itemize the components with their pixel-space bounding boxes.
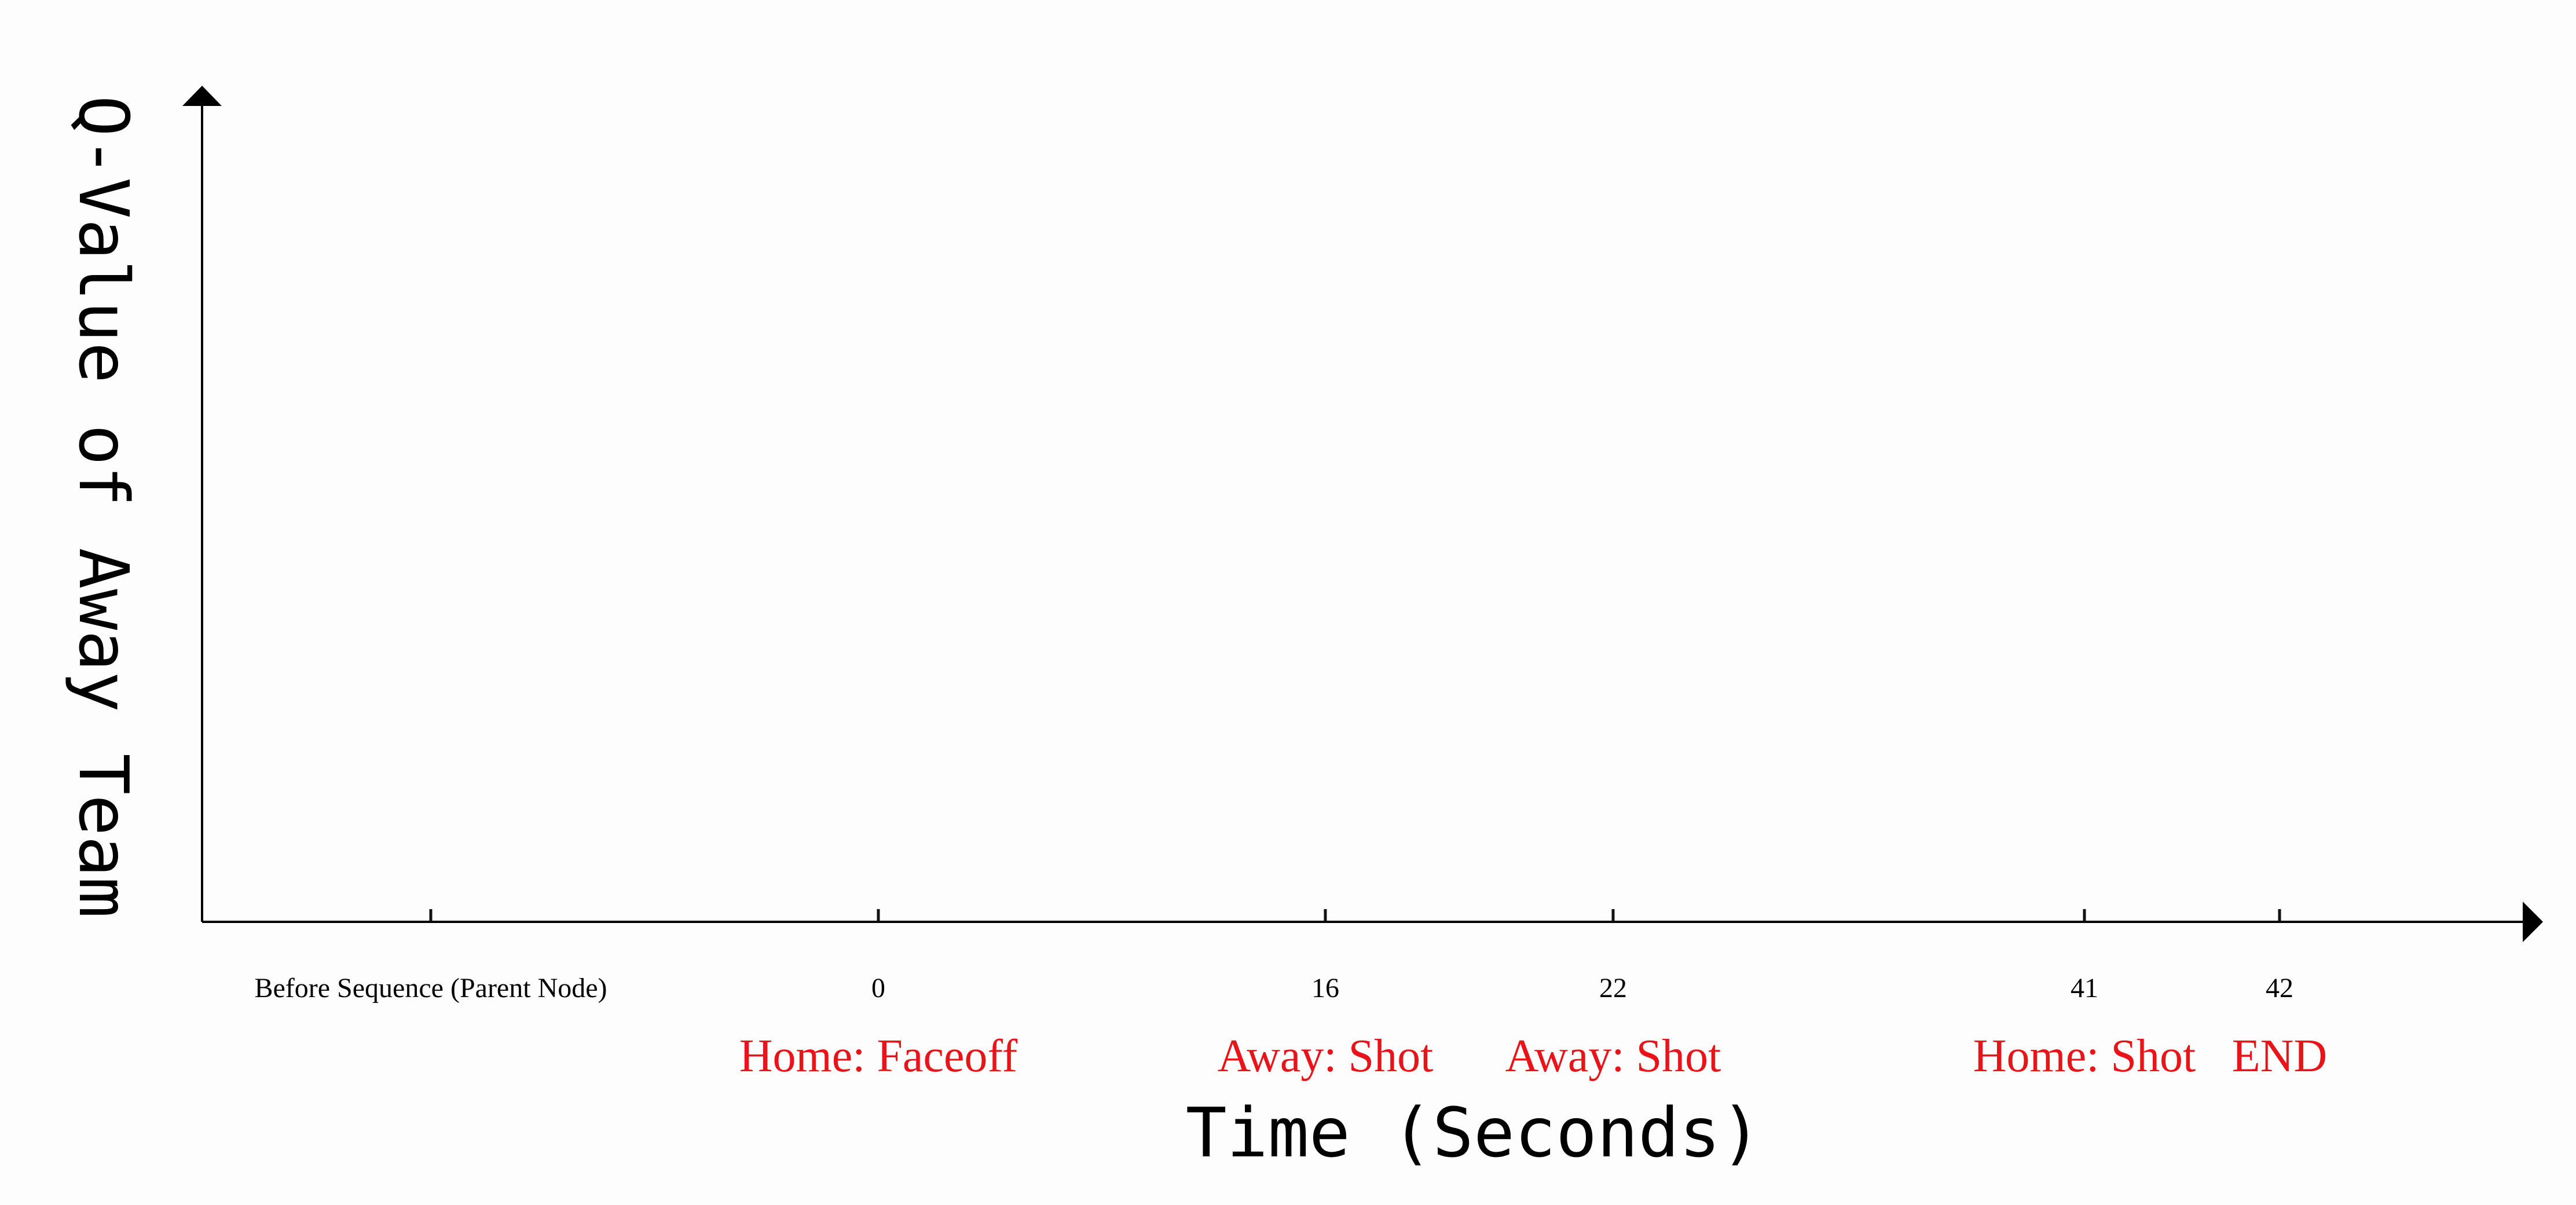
x-ticks [429, 909, 2281, 922]
x-axis-arrow [2523, 902, 2543, 942]
x-tick-labels: Before Sequence (Parent Node) 0 16 22 41 42 [254, 973, 2293, 1003]
y-axis-arrow [182, 86, 222, 106]
event-label: END [2232, 1031, 2327, 1082]
x-tick-label: 41 [2071, 973, 2098, 1003]
event-labels: Home: Faceoff Away: Shot Away: Shot Home: S… [739, 1031, 2328, 1082]
event-label: Away: Shot [1218, 1031, 1434, 1082]
axes [182, 86, 2543, 942]
y-axis-title: Q-Value of Away Team [64, 96, 144, 918]
event-label: Away: Shot [1505, 1031, 1721, 1082]
x-tick-label: Before Sequence (Parent Node) [254, 973, 607, 1003]
x-axis-title: Time (Seconds) [1186, 1093, 1762, 1173]
event-label: Home: Faceoff [739, 1031, 1018, 1082]
x-tick-label: 22 [1599, 973, 1627, 1003]
event-label: Home: Shot [1973, 1031, 2196, 1082]
x-tick-label: 42 [2266, 973, 2293, 1003]
x-tick-label: 0 [871, 973, 885, 1003]
x-tick-label: 16 [1311, 973, 1339, 1003]
